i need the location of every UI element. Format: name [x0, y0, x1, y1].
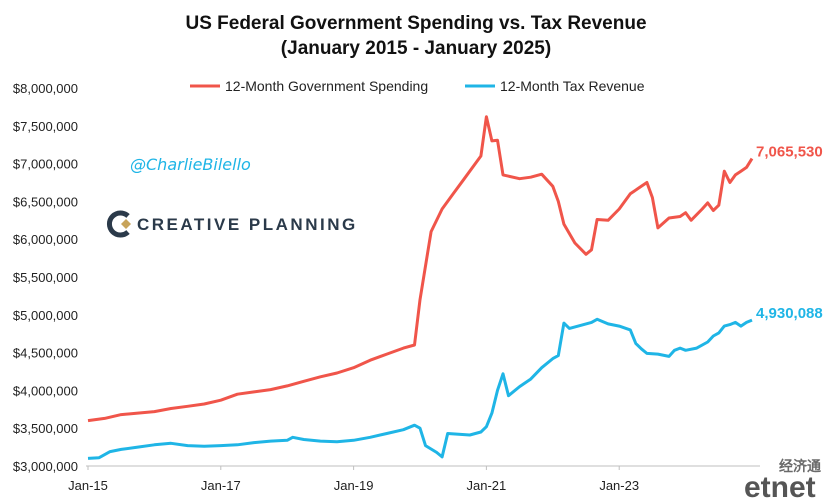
- x-tick-label: Jan-21: [467, 478, 507, 493]
- series-layer: 7,065,530 4,930,088: [87, 115, 823, 460]
- brand-name: CREATIVE PLANNING: [137, 215, 358, 234]
- y-tick-label: $6,000,000: [13, 232, 78, 247]
- y-tick-label: $7,500,000: [13, 119, 78, 134]
- y-tick-label: $4,500,000: [13, 346, 78, 361]
- watermark-etnet: etnet: [744, 471, 816, 502]
- y-tick-label: $8,000,000: [13, 81, 78, 96]
- x-tick-label: Jan-23: [599, 478, 639, 493]
- y-tick-label: $4,000,000: [13, 383, 78, 398]
- y-tick-label: $7,000,000: [13, 157, 78, 172]
- y-tick-label: $3,500,000: [13, 421, 78, 436]
- x-axis: Jan-15 Jan-17 Jan-19 Jan-21 Jan-23: [68, 466, 639, 493]
- x-tick-label: Jan-19: [334, 478, 374, 493]
- legend-label-revenue: 12-Month Tax Revenue: [500, 78, 645, 94]
- y-tick-label: $6,500,000: [13, 194, 78, 209]
- x-tick-label: Jan-17: [201, 478, 241, 493]
- creative-planning-logo-icon: [107, 210, 131, 238]
- legend-label-spending: 12-Month Government Spending: [225, 78, 428, 94]
- y-tick-label: $5,500,000: [13, 270, 78, 285]
- chart-subtitle: (January 2015 - January 2025): [281, 38, 551, 59]
- x-tick-label: Jan-15: [68, 478, 108, 493]
- y-tick-label: $5,000,000: [13, 308, 78, 323]
- end-label-spending: 7,065,530: [756, 144, 823, 161]
- series-line-spending: [87, 115, 754, 423]
- chart-title: US Federal Government Spending vs. Tax R…: [185, 13, 646, 34]
- author-handle: @CharlieBilello: [130, 155, 251, 174]
- series-line-revenue: [87, 317, 753, 460]
- creative-planning-logo: CREATIVE PLANNING: [107, 210, 358, 238]
- y-tick-label: $3,000,000: [13, 459, 78, 474]
- etnet-watermark: 经济通 etnet: [744, 458, 821, 502]
- end-label-revenue: 4,930,088: [756, 305, 823, 322]
- watermark-chinese: 经济通: [779, 458, 821, 475]
- y-axis: $3,000,000 $3,500,000 $4,000,000 $4,500,000…: [13, 81, 78, 474]
- legend: 12-Month Government Spending 12-Month Ta…: [190, 78, 645, 94]
